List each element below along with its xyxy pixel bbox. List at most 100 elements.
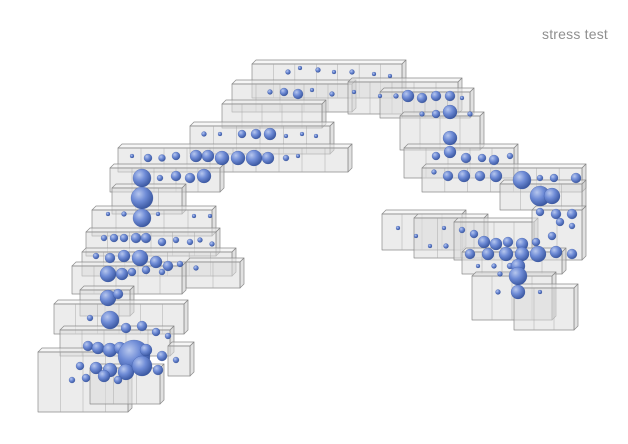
stress-sphere bbox=[508, 266, 528, 286]
box-face bbox=[79, 285, 135, 291]
stress-sphere bbox=[467, 111, 473, 117]
stress-sphere bbox=[191, 213, 197, 219]
voxel-box bbox=[513, 283, 579, 331]
stress-sphere bbox=[469, 229, 479, 239]
stress-sphere bbox=[568, 222, 576, 230]
stress-sphere bbox=[495, 289, 501, 295]
stress-sphere bbox=[430, 90, 442, 102]
box-face bbox=[111, 183, 187, 189]
stress-sphere bbox=[97, 369, 111, 383]
stress-sphere bbox=[442, 104, 458, 120]
box-face bbox=[185, 257, 245, 263]
stress-sphere bbox=[457, 169, 471, 183]
box-face bbox=[221, 99, 327, 105]
stress-sphere bbox=[186, 238, 194, 246]
box-face bbox=[109, 163, 225, 169]
stress-sphere bbox=[549, 173, 559, 183]
stress-sphere bbox=[136, 320, 148, 332]
stress-sphere bbox=[267, 89, 273, 95]
stress-sphere bbox=[535, 207, 545, 217]
stress-sphere bbox=[566, 248, 578, 260]
stress-sphere bbox=[299, 131, 305, 137]
stress-sphere bbox=[149, 255, 163, 269]
stress-sphere bbox=[82, 340, 94, 352]
caption-label: stress test bbox=[542, 26, 608, 42]
box-face bbox=[379, 87, 475, 93]
stress-sphere bbox=[250, 128, 262, 140]
box-face bbox=[581, 179, 587, 211]
stress-sphere bbox=[401, 89, 415, 103]
box-face bbox=[53, 299, 189, 305]
stress-sphere bbox=[99, 265, 117, 283]
box-face bbox=[453, 217, 539, 223]
stress-sphere bbox=[506, 152, 514, 160]
stress-sphere bbox=[152, 364, 164, 376]
stress-sphere bbox=[292, 88, 304, 100]
stress-sphere bbox=[477, 235, 491, 249]
stress-sphere bbox=[393, 93, 399, 99]
voxel-box bbox=[531, 205, 587, 261]
stress-sphere bbox=[140, 232, 152, 244]
stress-sphere bbox=[196, 168, 212, 184]
stress-sphere bbox=[543, 187, 561, 205]
box-face bbox=[347, 143, 353, 173]
stress-sphere bbox=[488, 154, 500, 166]
stress-sphere bbox=[129, 153, 135, 159]
stress-sphere bbox=[458, 226, 466, 234]
stress-sphere bbox=[510, 284, 526, 300]
stress-sphere bbox=[297, 65, 303, 71]
stress-sphere bbox=[498, 246, 514, 262]
stress-sphere bbox=[172, 236, 180, 244]
stress-sphere bbox=[143, 153, 153, 163]
box-face bbox=[239, 257, 245, 289]
box-face bbox=[573, 283, 579, 331]
stress-sphere bbox=[460, 152, 472, 164]
stress-sphere bbox=[329, 91, 335, 97]
stress-sphere bbox=[331, 69, 337, 75]
stress-sphere bbox=[214, 150, 230, 166]
stress-sphere bbox=[474, 170, 486, 182]
stress-sphere bbox=[570, 172, 582, 184]
box-face bbox=[189, 341, 195, 377]
stress-sphere bbox=[431, 109, 441, 119]
box-face bbox=[189, 121, 335, 127]
stress-sphere bbox=[419, 111, 425, 117]
stress-sphere bbox=[132, 168, 152, 188]
stress-sphere bbox=[158, 268, 166, 276]
stress-sphere bbox=[189, 149, 203, 163]
box-face bbox=[231, 79, 357, 85]
stress-sphere bbox=[75, 361, 85, 371]
stress-sphere bbox=[475, 263, 481, 269]
stress-sphere bbox=[285, 69, 291, 75]
stress-sphere bbox=[209, 241, 215, 247]
stress-sphere bbox=[127, 267, 137, 277]
stress-sphere bbox=[283, 133, 289, 139]
stress-sphere bbox=[156, 174, 164, 182]
stress-sphere bbox=[119, 233, 129, 243]
stress-sphere bbox=[112, 288, 124, 300]
stress-sphere bbox=[529, 245, 547, 263]
stress-sphere bbox=[201, 149, 215, 163]
stress-sphere bbox=[431, 169, 437, 175]
stress-sphere bbox=[441, 225, 447, 231]
stress-sphere bbox=[207, 213, 213, 219]
stress-sphere bbox=[193, 265, 199, 271]
stress-sphere bbox=[121, 211, 127, 217]
stress-sphere bbox=[502, 236, 514, 248]
stress-sphere bbox=[158, 154, 166, 162]
stress-sphere bbox=[89, 361, 103, 375]
stress-sphere bbox=[531, 237, 541, 247]
stress-sphere bbox=[120, 322, 132, 334]
stress-sphere bbox=[104, 252, 116, 264]
box-face bbox=[581, 205, 587, 261]
stress-sphere bbox=[547, 231, 557, 241]
stress-sphere bbox=[309, 87, 315, 93]
box-face bbox=[85, 227, 221, 233]
box-face bbox=[403, 143, 519, 149]
box-face bbox=[347, 77, 463, 83]
stress-sphere bbox=[100, 234, 108, 242]
stress-sphere bbox=[427, 243, 433, 249]
box-face bbox=[181, 261, 187, 295]
stress-sphere bbox=[481, 247, 495, 261]
